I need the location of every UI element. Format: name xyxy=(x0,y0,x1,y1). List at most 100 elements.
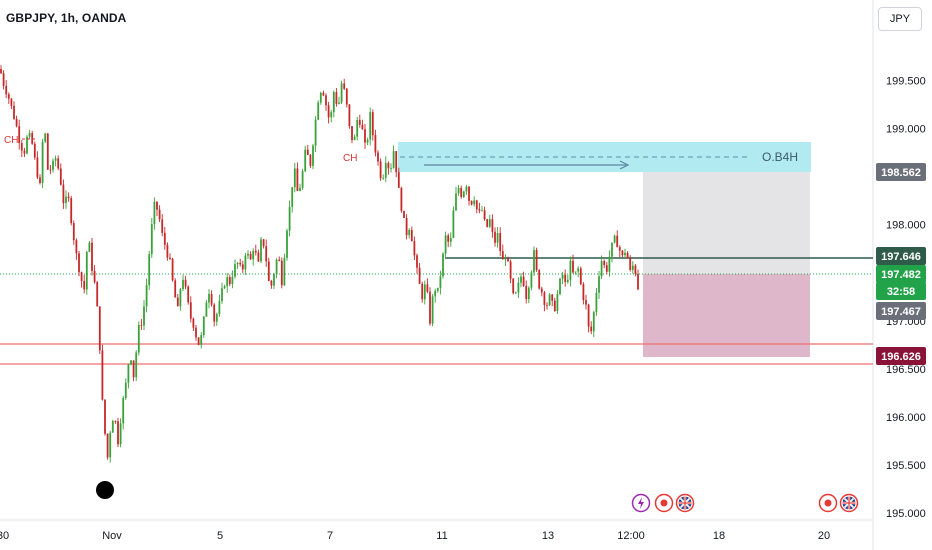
candle xyxy=(293,162,296,193)
candle xyxy=(486,218,489,228)
candle xyxy=(46,132,49,170)
candle xyxy=(210,290,213,307)
candle xyxy=(587,303,590,333)
candle xyxy=(13,101,15,120)
candle xyxy=(483,206,486,221)
candle xyxy=(512,278,515,295)
candle xyxy=(278,256,281,262)
candle xyxy=(600,255,603,280)
time-tick-label: 7 xyxy=(327,530,333,542)
candle xyxy=(150,217,153,258)
uk-flag-icon[interactable] xyxy=(839,493,859,513)
candle xyxy=(52,158,54,173)
candle xyxy=(166,242,169,261)
candle xyxy=(400,186,403,213)
candle xyxy=(447,233,450,248)
candle xyxy=(171,257,174,282)
candle xyxy=(252,248,255,266)
candle xyxy=(291,187,294,213)
candle xyxy=(239,258,242,267)
candle xyxy=(153,197,156,230)
time-axis[interactable]: 30 Nov 5 7 11 13 12:00 18 20 xyxy=(0,530,830,542)
candle xyxy=(132,360,135,382)
candle xyxy=(535,247,538,272)
candle xyxy=(223,284,226,290)
price-tick-label: 196.000 xyxy=(886,412,926,424)
candle xyxy=(631,261,634,274)
candle xyxy=(184,275,187,290)
price-tick-label: 195.500 xyxy=(886,460,926,472)
candle xyxy=(176,294,179,307)
candle xyxy=(59,163,62,186)
candle xyxy=(192,317,195,332)
price-axis[interactable]: 199.500199.000198.000197.500197.000196.5… xyxy=(886,76,926,520)
candle xyxy=(7,92,10,104)
candle xyxy=(257,249,260,263)
candle xyxy=(387,161,390,175)
candle xyxy=(319,91,322,105)
candle xyxy=(340,80,343,105)
candle xyxy=(390,163,392,173)
candle xyxy=(413,236,416,261)
candle xyxy=(452,206,455,239)
stop-zone[interactable] xyxy=(643,274,810,357)
uk-flag-icon[interactable] xyxy=(675,493,695,513)
candle xyxy=(546,302,548,310)
order-block-zone[interactable] xyxy=(398,142,811,172)
time-tick-label: 5 xyxy=(217,530,223,542)
candle xyxy=(163,226,166,250)
candle xyxy=(5,80,8,99)
candle xyxy=(20,140,23,158)
candle xyxy=(169,253,171,260)
candle xyxy=(366,137,369,146)
candle xyxy=(439,270,442,295)
candle xyxy=(397,167,400,188)
candle xyxy=(444,231,447,260)
candle xyxy=(18,119,21,150)
target-zone[interactable] xyxy=(643,172,810,274)
candle xyxy=(543,290,546,312)
candle xyxy=(106,433,109,460)
candle xyxy=(603,259,606,269)
candle xyxy=(418,262,421,284)
candle xyxy=(613,234,616,244)
candle xyxy=(148,250,151,290)
candle xyxy=(124,378,127,400)
svg-text:32:58: 32:58 xyxy=(887,286,915,298)
lightning-event-icon[interactable] xyxy=(631,493,651,513)
candle xyxy=(358,114,361,128)
choch-label: CH xyxy=(343,153,357,164)
candle xyxy=(104,399,106,436)
currency-button[interactable]: JPY xyxy=(878,7,922,31)
svg-text:197.646: 197.646 xyxy=(881,251,921,263)
candle xyxy=(598,270,600,300)
order-block-label: O.B4H xyxy=(762,150,798,164)
candle xyxy=(309,154,312,169)
price-tick-label: 195.000 xyxy=(886,508,926,520)
candle xyxy=(416,253,418,274)
candle xyxy=(306,144,309,155)
candle xyxy=(384,156,387,182)
candle xyxy=(280,257,283,289)
economic-event-icon[interactable] xyxy=(654,493,674,513)
candle xyxy=(553,297,556,312)
low-marker-dot xyxy=(96,481,114,499)
candle xyxy=(379,158,382,181)
candle xyxy=(299,183,301,192)
candle xyxy=(621,250,624,258)
candle xyxy=(595,288,598,316)
candle xyxy=(161,214,164,237)
candle xyxy=(96,281,99,307)
candle xyxy=(119,418,122,448)
candle xyxy=(559,277,561,296)
candle xyxy=(608,250,611,277)
candle xyxy=(540,286,543,297)
candle xyxy=(538,269,541,290)
candle xyxy=(296,162,299,192)
economic-event-icon[interactable] xyxy=(818,493,838,513)
candle xyxy=(57,155,60,171)
candle xyxy=(343,78,346,91)
time-tick-label: 20 xyxy=(818,530,830,542)
